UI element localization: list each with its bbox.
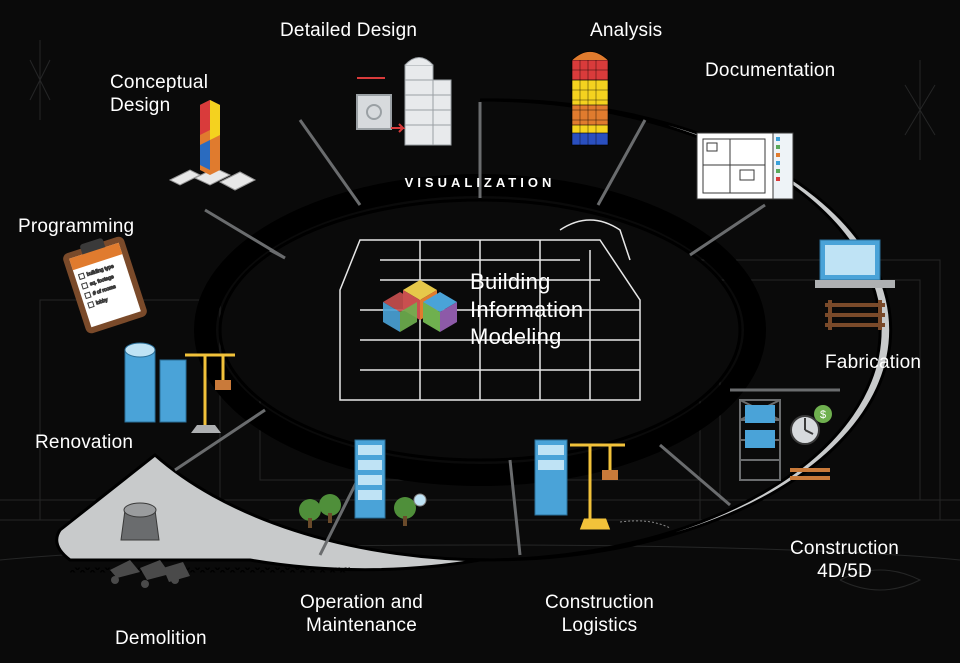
label-programming: Programming bbox=[18, 216, 134, 239]
svg-text:$: $ bbox=[820, 409, 826, 421]
center-title-line3: Modeling bbox=[470, 324, 562, 349]
center-title-line1: Building bbox=[470, 269, 551, 294]
bim-lifecycle-diagram: building type sq. footage # of rooms lob… bbox=[0, 0, 960, 663]
label-renovation: Renovation bbox=[35, 432, 133, 455]
center-title: Building Information Modeling bbox=[470, 268, 583, 351]
visualization-label: VISUALIZATION bbox=[405, 175, 556, 190]
label-construction-4d5d: Construction 4D/5D bbox=[790, 538, 899, 584]
center-title-line2: Information bbox=[470, 297, 583, 322]
label-fabrication: Fabrication bbox=[825, 352, 921, 375]
label-operation-maintenance: Operation and Maintenance bbox=[300, 592, 423, 638]
clipboard-icon: building type sq. footage # of rooms lob… bbox=[60, 231, 148, 334]
highrise-plan-icon bbox=[357, 58, 451, 146]
fabrication-icon bbox=[815, 240, 895, 330]
label-demolition: Demolition bbox=[115, 628, 207, 651]
label-conceptual-design: Conceptual Design bbox=[110, 72, 208, 118]
scaffold-4d5d-icon: $ bbox=[740, 400, 832, 480]
analysis-icon bbox=[572, 52, 608, 146]
label-documentation: Documentation bbox=[705, 60, 835, 83]
label-analysis: Analysis bbox=[590, 20, 662, 43]
label-construction-logistics: Construction Logistics bbox=[545, 592, 654, 638]
renovation-icon bbox=[125, 343, 235, 433]
label-detailed-design: Detailed Design bbox=[280, 20, 417, 43]
floorplan-icon bbox=[697, 133, 793, 199]
